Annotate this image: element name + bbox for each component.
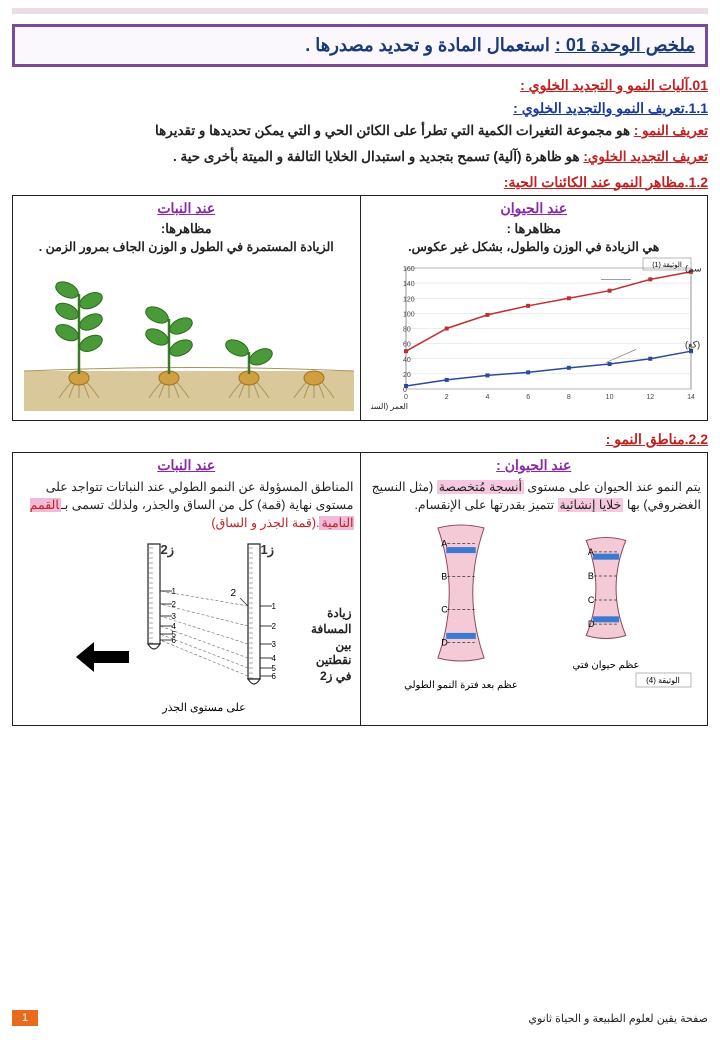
svg-text:3: 3 [271, 640, 276, 649]
top-accent-bar [12, 8, 708, 14]
plant-stages-svg [24, 256, 354, 411]
svg-text:B: B [588, 571, 594, 581]
svg-text:12: 12 [646, 394, 654, 401]
cell-plant-zones: عند النبات المناطق المسؤولة عن النمو الط… [13, 453, 361, 726]
svg-text:B: B [441, 572, 447, 582]
hl-tissue: أنسجة مُتخصصة [437, 480, 524, 494]
definition-growth: تعريف النمو : هو مجموعة التغيرات الكمية … [12, 121, 708, 141]
svg-text:14: 14 [687, 394, 695, 401]
svg-text:60: 60 [403, 342, 411, 349]
definition-renewal: تعريف التجديد الخلوي: هو ظاهرة (آلية) تس… [12, 147, 708, 167]
svg-text:140: 140 [403, 281, 415, 288]
page-number: 1 [12, 1010, 38, 1026]
bone-figure-area: A B C D A B C D عظم بعد فترة النمو الطولي عظم حيو… [367, 518, 702, 703]
svg-text:6: 6 [171, 636, 176, 645]
svg-text:العمر (السنوات): العمر (السنوات) [371, 402, 408, 411]
svg-text:1: 1 [171, 587, 176, 596]
plant-zones-para: المناطق المسؤولة عن النمو الطولي عند الن… [19, 478, 354, 532]
svg-text:1: 1 [271, 602, 276, 611]
svg-text:0: 0 [404, 394, 408, 401]
svg-text:2: 2 [271, 622, 276, 631]
bone-growth-svg: A B C D A B C D عظم بعد فترة النمو الطولي عظم حيو… [371, 518, 701, 703]
def-renew-lead: تعريف التجديد الخلوي: [583, 149, 708, 164]
plant-zones-head: عند النبات [19, 457, 354, 474]
svg-text:D: D [441, 638, 448, 648]
cell-animal: عند الحيوان مظاهرها : هي الزيادة في الوز… [360, 195, 708, 421]
hl-cells: خلايا إنشائية [558, 498, 624, 512]
svg-text:C: C [441, 605, 448, 615]
title-rest: استعمال المادة و تحديد مصدرها . [305, 35, 555, 55]
chart-animal-growth: 0 20 40 60 80 100 120 140 160 0 2 4 6 8 10 12 14 الطول (س… [367, 256, 702, 416]
svg-text:4: 4 [485, 394, 489, 401]
svg-text:الوزن (كغ): الوزن (كغ) [685, 339, 701, 350]
svg-text:2: 2 [230, 588, 236, 599]
svg-text:C: C [588, 595, 595, 605]
table-growth-manifestations: عند الحيوان مظاهرها : هي الزيادة في الوز… [12, 195, 708, 422]
svg-text:10: 10 [606, 394, 614, 401]
table-growth-zones: عند الحيوان : يتم النمو عند الحيوان على … [12, 452, 708, 726]
svg-text:3: 3 [171, 612, 176, 621]
svg-text:الطول (سم): الطول (سم) [685, 264, 701, 275]
svg-text:40: 40 [403, 357, 411, 364]
plant-sub: مظاهرها: [19, 221, 354, 237]
svg-text:0: 0 [403, 387, 407, 394]
txt-p2: .(قمة الجذر و الساق) [211, 516, 319, 530]
svg-text:8: 8 [567, 394, 571, 401]
def-growth-body: هو مجموعة التغيرات الكمية التي تطرأ على … [155, 123, 634, 138]
heading-1-1: 1.1.تعريف النمو والتجديد الخلوي : [12, 100, 708, 117]
svg-text:الوثيقة (4): الوثيقة (4) [646, 676, 680, 685]
svg-text:160: 160 [403, 266, 415, 273]
root-figure-area: 123456123456ز1ز2على مستوى الجذر2 زيادة ا… [19, 536, 354, 721]
page-footer: صفحة يقين لعلوم الطبيعة و الحياة ثانوي 1 [12, 1010, 708, 1026]
svg-text:A: A [588, 547, 594, 557]
cell-plant: عند النبات مظاهرها: الزيادة المستمرة في … [13, 195, 361, 421]
animal-sub: مظاهرها : [367, 221, 702, 237]
cell-animal-zones: عند الحيوان : يتم النمو عند الحيوان على … [360, 453, 708, 726]
animal-body: هي الزيادة في الوزن والطول، بشكل غير عكو… [367, 239, 702, 257]
svg-text:80: 80 [403, 327, 411, 334]
svg-text:A: A [441, 539, 447, 549]
txt-a1: يتم النمو عند الحيوان على مستوى [524, 480, 701, 494]
heading-2-2: 2.2.مناطق النمو : [12, 431, 708, 448]
txt-a3: تتميز بقدرتها على الإنقسام. [414, 498, 557, 512]
svg-text:عظم حيوان فتي: عظم حيوان فتي [572, 660, 639, 671]
growth-line-chart: 0 20 40 60 80 100 120 140 160 0 2 4 6 8 10 12 14 الطول (س… [371, 256, 701, 411]
svg-text:على مستوى الجذر: على مستوى الجذر [161, 702, 245, 714]
svg-text:4: 4 [271, 654, 276, 663]
footer-credit: صفحة يقين لعلوم الطبيعة و الحياة ثانوي [528, 1012, 708, 1025]
heading-01: 01.آليات النمو و التجديد الخلوي : [12, 77, 708, 94]
plant-head: عند النبات [19, 200, 354, 217]
plant-body: الزيادة المستمرة في الطول و الوزن الجاف … [19, 239, 354, 257]
animal-head: عند الحيوان [367, 200, 702, 217]
svg-text:20: 20 [403, 372, 411, 379]
svg-text:2: 2 [445, 394, 449, 401]
svg-text:6: 6 [271, 672, 276, 681]
arrow-annotation: زيادة المسافة بين نقطتين في ز2 [300, 606, 352, 684]
svg-text:ز1: ز1 [260, 542, 274, 558]
def-growth-lead: تعريف النمو : [634, 123, 708, 138]
unit-title-box: ملخص الوحدة 01 : استعمال المادة و تحديد … [12, 24, 708, 67]
heading-1-2: 1.2.مظاهر النمو عند الكائنات الحية: [12, 174, 708, 191]
def-renew-body: هو ظاهرة (آلية) تسمح بتجديد و استبدال ال… [173, 149, 583, 164]
svg-text:100: 100 [403, 311, 415, 318]
animal-zones-head: عند الحيوان : [367, 457, 702, 474]
animal-zones-para: يتم النمو عند الحيوان على مستوى أنسجة مُ… [367, 478, 702, 514]
svg-text:6: 6 [526, 394, 530, 401]
plant-growth-figure [19, 256, 354, 416]
svg-text:D: D [588, 619, 595, 629]
svg-text:ز2: ز2 [160, 542, 174, 558]
title-prefix: ملخص الوحدة 01 : [555, 35, 695, 55]
svg-text:عظم بعد فترة النمو الطولي: عظم بعد فترة النمو الطولي [404, 680, 518, 691]
svg-text:120: 120 [403, 296, 415, 303]
svg-text:الوثيقة (1): الوثيقة (1) [652, 261, 682, 269]
txt-p1: المناطق المسؤولة عن النمو الطولي عند الن… [46, 480, 354, 512]
